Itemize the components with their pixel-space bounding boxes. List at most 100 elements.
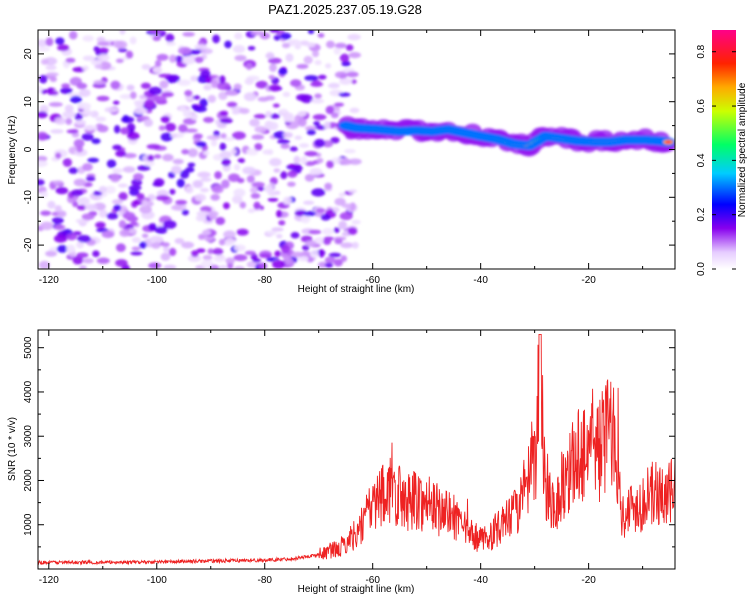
noise-blob [269,30,280,33]
snr-panel: -120 -100 -80 -60 -40 -20 1000 2000 3000 4000 5000… [7,329,676,595]
noise-blob [146,143,161,150]
noise-blob [112,100,120,105]
spectrogram-xlabel: Height of straight line (km) [298,284,415,295]
noise-blob [153,95,167,103]
noise-blob [304,174,315,182]
noise-blob [92,250,100,258]
noise-blob [55,37,65,45]
noise-blob [139,205,152,214]
noise-blob [233,83,242,91]
noise-blob [205,75,213,84]
noise-blob [191,104,198,110]
noise-blob [194,193,207,202]
noise-blob [243,92,257,102]
noise-blob [76,145,84,153]
noise-blob [114,40,128,49]
noise-blob [318,74,327,80]
noise-blob [340,255,348,263]
x-tick-label: -40 [473,275,488,286]
y-tick-label: 3000 [23,425,34,448]
noise-blob [182,55,196,65]
noise-blob [171,204,183,211]
noise-blob [334,197,346,206]
noise-blob [170,165,182,175]
noise-blob [231,131,246,140]
noise-blob [119,30,126,35]
noise-blob [345,44,354,52]
noise-blob [178,46,192,55]
noise-blob [347,33,361,41]
noise-blob [128,185,142,191]
noise-blob [172,158,184,165]
y-tick-label: -10 [23,190,34,205]
noise-blob [193,133,203,139]
noise-blob [72,255,84,265]
noise-blob [104,106,119,113]
noise-blob [251,134,265,140]
noise-blob [137,165,151,171]
noise-blob [234,54,247,62]
noise-blob [282,91,291,98]
noise-blob [52,180,64,185]
noise-blob [200,69,211,78]
noise-blob [304,75,319,81]
noise-blob [347,227,358,235]
noise-blob [62,110,76,119]
noise-blob [239,108,250,115]
noise-blob [233,254,248,262]
noise-blob [66,233,78,241]
noise-blob [233,244,246,252]
noise-blob [322,227,334,236]
figure-title: PAZ1.2025.237.05.19.G28 [268,2,422,17]
noise-blob [332,207,340,213]
noise-blob [113,125,121,134]
noise-blob [283,114,294,123]
noise-blob [201,229,212,236]
noise-blob [165,41,176,46]
noise-blob [218,91,228,101]
noise-blob [196,248,206,253]
noise-blob [76,252,89,258]
noise-blob [74,112,83,121]
noise-blob [290,251,305,258]
noise-blob [211,184,224,194]
colorbar-tick-label: 0.2 [696,207,707,221]
noise-blob [71,132,80,138]
noise-blob [324,262,334,268]
noise-blob [38,160,48,168]
noise-blob [330,112,339,119]
noise-blob [97,124,109,133]
noise-blob [317,261,328,268]
noise-blob [165,33,175,43]
noise-blob [93,80,107,85]
noise-blob [338,220,348,230]
noise-blob [267,197,279,202]
noise-blob [233,163,241,171]
noise-blob [258,262,268,269]
y-tick-label: 4000 [23,380,34,403]
noise-blob [293,155,301,164]
noise-blob [338,92,351,97]
noise-blob [73,139,85,148]
noise-blob [249,187,258,194]
noise-blob [224,40,232,49]
noise-blob [281,42,291,49]
noise-blob [216,81,231,91]
noise-blob [223,137,235,142]
noise-blob [237,158,246,164]
noise-blob [346,71,359,78]
noise-blob [320,213,331,221]
noise-blob [71,189,84,197]
noise-blob [140,82,151,89]
noise-blob [252,258,262,263]
noise-blob [73,178,87,187]
noise-blob [76,241,85,249]
noise-blob [80,110,94,117]
noise-blob [213,254,226,263]
noise-blob [250,30,265,36]
noise-blob [82,65,89,71]
noise-blob [79,265,87,269]
noise-blob [200,177,212,182]
noise-blob [84,203,98,211]
